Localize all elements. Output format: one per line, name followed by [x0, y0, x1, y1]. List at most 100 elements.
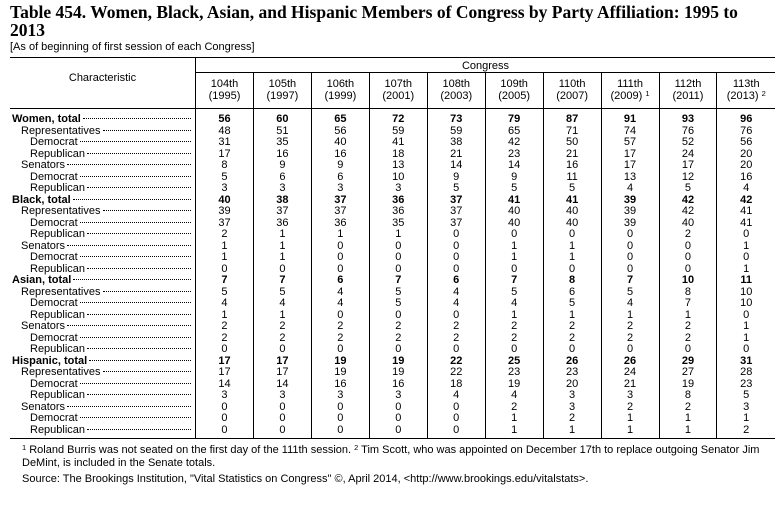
value-cell: 1 [484, 412, 544, 425]
value-cell: 3 [195, 182, 254, 195]
row-label-text: Democrat [30, 251, 78, 263]
column-year-text: (2005) [498, 90, 531, 102]
value-cell: 5 [195, 286, 254, 298]
value-cell: 10 [716, 297, 775, 310]
value-cell: 21 [600, 378, 659, 390]
value-cell: 0 [716, 309, 775, 321]
value-cell: 5 [426, 182, 486, 195]
row-label: Democrat [10, 136, 195, 149]
table-row: Democrat 0 0 0 0 0 1 2 1 1 1 [10, 412, 775, 425]
row-label: Republican [10, 228, 195, 241]
column-ordinal: 113th [732, 78, 760, 90]
value-cell: 1 [484, 240, 544, 252]
value-cell: 14 [484, 159, 544, 172]
title: Table 454. Women, Black, Asian, and Hisp… [10, 2, 738, 40]
dot-leader [87, 313, 191, 315]
value-cell: 2 [658, 332, 717, 344]
row-label-text: Democrat [30, 170, 78, 183]
data-table: Characteristic Congress 104th (1995) 105th… [10, 57, 775, 439]
row-label: Democrat [10, 170, 195, 184]
value-cell: 1 [716, 332, 775, 344]
dot-leader [79, 302, 191, 303]
column-year-text: (2009) [610, 90, 643, 102]
value-cell: 1 [600, 424, 659, 439]
value-cell: 2 [252, 332, 312, 344]
value-cell: 35 [368, 217, 428, 229]
row-label: Republican [10, 343, 195, 356]
value-cell: 35 [252, 136, 312, 149]
row-label: Black, total [10, 194, 195, 207]
value-cell: 0 [368, 343, 428, 356]
value-cell: 0 [600, 240, 659, 252]
value-cell: 52 [658, 136, 717, 149]
value-cell: 0 [716, 251, 775, 264]
value-cell: 19 [368, 366, 428, 379]
table-row: Senators 8 9 9 13 14 14 16 17 17 20 [10, 159, 775, 172]
value-cell: 39 [195, 205, 254, 218]
row-label-text: Republican [30, 423, 86, 436]
value-cell: 6 [310, 171, 370, 183]
column-year: (2013) 2 [717, 90, 775, 103]
value-cell: 8 [658, 286, 717, 298]
dot-leader [87, 152, 191, 154]
value-cell: 1 [252, 309, 312, 321]
value-cell: 0 [426, 412, 486, 425]
value-cell: 5 [195, 171, 254, 183]
footnote-ref: 1 [645, 89, 650, 98]
value-cell: 37 [195, 217, 254, 229]
value-cell: 0 [310, 309, 370, 321]
value-cell: 28 [716, 366, 775, 379]
table-row: Hispanic, total 17 17 19 19 22 25 26 26 29 31 [10, 355, 775, 367]
table-row: Senators 1 1 0 0 0 1 1 0 0 1 [10, 240, 775, 252]
header-row: 104th (1995) 105th (1997) 106th (1999) 107th (2… [10, 72, 775, 109]
value-cell: 0 [658, 240, 717, 252]
value-cell: 0 [368, 263, 428, 275]
table-body: Women, total 56 60 65 72 73 79 87 91 93 96 Represen… [10, 108, 775, 439]
value-cell: 2 [484, 320, 544, 333]
column-heading: 104th (1995) [195, 72, 254, 109]
value-cell: 0 [252, 424, 312, 439]
value-cell: 6 [252, 171, 312, 183]
value-cell: 56 [195, 108, 254, 126]
column-ordinal: 108th [442, 78, 470, 90]
value-cell: 40 [542, 217, 602, 229]
table-row: Democrat 1 1 0 0 0 1 1 0 0 0 [10, 251, 775, 264]
table-row: Republican 2 1 1 1 0 0 0 0 2 0 [10, 228, 775, 241]
row-label: Senators [10, 159, 195, 172]
value-cell: 0 [310, 424, 370, 439]
value-cell: 57 [600, 136, 659, 149]
column-year: (2009) 1 [602, 89, 659, 103]
value-cell: 4 [195, 297, 254, 310]
row-label-text: Representatives [21, 205, 101, 217]
value-cell: 36 [368, 205, 428, 218]
value-cell: 4 [310, 286, 370, 298]
value-cell: 37 [310, 194, 370, 206]
dot-leader [87, 267, 191, 269]
dot-leader [87, 428, 191, 430]
value-cell: 1 [252, 240, 312, 252]
value-cell: 22 [426, 366, 486, 379]
row-label-cell: Democrat [10, 297, 196, 310]
source: Source: The Brookings Institution, "Vita… [22, 473, 589, 485]
value-cell: 16 [368, 378, 428, 390]
dot-leader [87, 348, 191, 349]
footnote-line: 1 Roland Burris was not seated on the fi… [10, 444, 770, 470]
value-cell: 0 [542, 228, 602, 241]
value-cell: 0 [426, 424, 486, 439]
value-cell: 0 [195, 412, 254, 425]
value-cell: 3 [310, 182, 370, 195]
row-label-text: Representatives [21, 285, 101, 298]
value-cell: 1 [658, 412, 717, 425]
value-cell: 4 [426, 286, 486, 298]
row-label-text: Democrat [30, 297, 78, 309]
dot-leader [79, 221, 191, 223]
value-cell: 20 [542, 378, 602, 390]
value-cell: 2 [658, 228, 717, 241]
column-heading: 111th (2009) 1 [600, 72, 659, 109]
value-cell: 40 [484, 205, 544, 218]
value-cell: 14 [252, 378, 312, 390]
value-cell: 40 [195, 194, 254, 206]
row-label-cell: Democrat [10, 332, 196, 345]
value-cell: 29 [658, 355, 717, 367]
